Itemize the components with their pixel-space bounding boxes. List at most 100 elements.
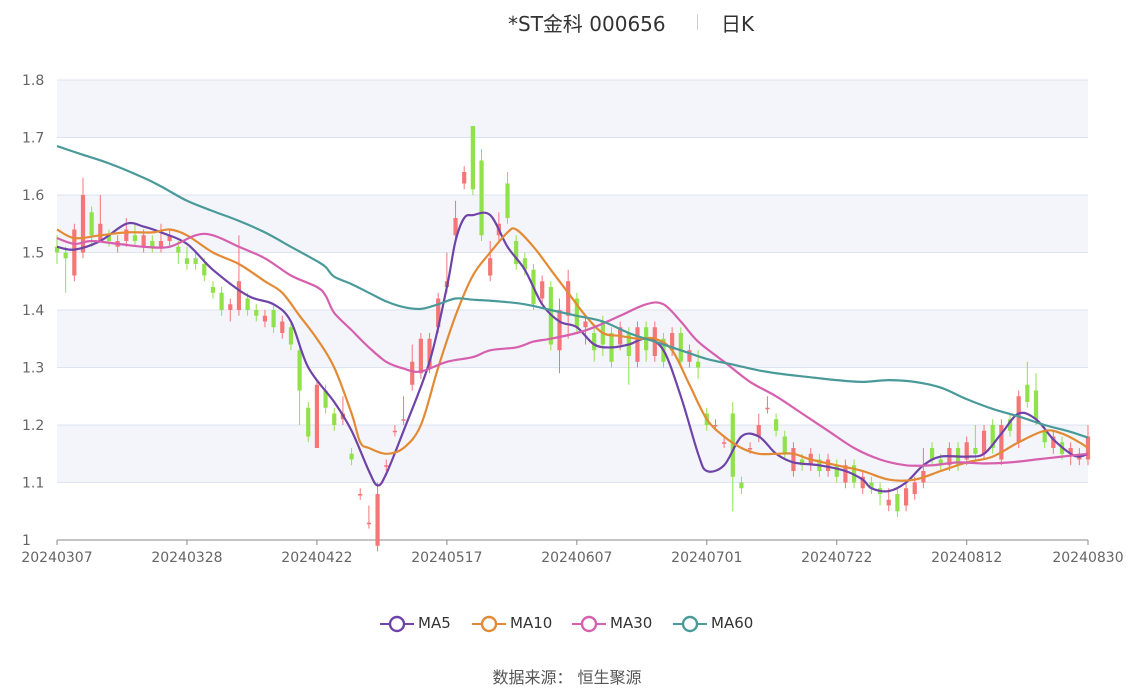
candle-body (132, 235, 138, 241)
candle-body (375, 494, 380, 546)
x-tick-label: 20240422 (281, 550, 352, 566)
legend-marker-ma10 (472, 615, 506, 633)
candle-body (228, 304, 233, 310)
candle-body (401, 419, 406, 421)
candle-body (262, 315, 268, 322)
candle-body (739, 482, 744, 489)
candle-body (1042, 430, 1047, 443)
candle-body (999, 425, 1004, 460)
candle-body (488, 258, 493, 276)
candle-body (219, 292, 224, 310)
candle-body (1025, 384, 1030, 402)
candle-body (124, 229, 129, 241)
candle-body (479, 160, 484, 236)
series-line-ma60 (56, 145, 1089, 439)
candle-body (903, 488, 909, 506)
x-tick-label: 20240607 (541, 550, 612, 566)
candle-body (756, 425, 761, 437)
candle-body (1068, 448, 1073, 454)
candle-body (410, 361, 415, 385)
y-tick-label: 1.1 (22, 476, 44, 492)
candle-body (462, 172, 467, 184)
candle-body (158, 241, 164, 247)
x-tick-label: 20240722 (801, 550, 872, 566)
candle-body (869, 482, 874, 489)
candle-body (782, 436, 787, 454)
candle-body (89, 212, 94, 236)
candle-body (141, 235, 146, 247)
candle-body (184, 258, 190, 264)
candle-body (150, 241, 155, 247)
candle-body (912, 482, 917, 494)
candle-body (1051, 436, 1056, 448)
series-line-ma30 (56, 232, 1089, 467)
candle-body (687, 350, 692, 362)
candle-body (574, 298, 579, 328)
x-tick-label: 20240328 (151, 550, 222, 566)
plot-band (57, 310, 1088, 368)
candle-body (314, 384, 320, 448)
candle-body (1016, 396, 1021, 443)
y-tick-label: 1.4 (22, 303, 44, 319)
candle-body (791, 448, 796, 471)
candle-body (990, 425, 995, 448)
candle-body (288, 327, 294, 345)
candle-body (98, 223, 103, 241)
candle-body (678, 333, 683, 362)
legend-label-ma10: MA10 (510, 614, 553, 632)
candle-body (799, 459, 805, 466)
x-tick-label: 20240701 (671, 550, 742, 566)
data-source: 数据来源： 恒生聚源 (492, 668, 642, 687)
candle-body (176, 246, 181, 253)
candle-body (202, 264, 207, 276)
candle-body (436, 298, 441, 328)
candle-body (392, 430, 397, 433)
candle-body (54, 246, 60, 253)
legend-marker-ma5 (380, 615, 414, 633)
period-label: 日K (721, 12, 755, 36)
candle-body (63, 252, 68, 259)
candle-body (938, 459, 943, 466)
series-line-ma10 (56, 227, 1089, 482)
candle-body (557, 310, 562, 351)
candle-body (193, 258, 198, 264)
y-tick-label: 1 (22, 533, 31, 549)
candle-body (332, 413, 337, 425)
candle-body (843, 465, 848, 483)
legend-marker-ma60 (673, 615, 707, 633)
candle-body (713, 425, 718, 427)
candle-body (964, 442, 969, 460)
candle-body (349, 453, 354, 460)
candle-body (245, 298, 250, 310)
plot-band (57, 80, 1088, 138)
candle-body (418, 338, 423, 374)
y-tick-label: 1.6 (22, 188, 44, 204)
candle-body (722, 442, 727, 444)
candle-body (72, 229, 77, 276)
candle-body (748, 448, 753, 450)
candle-body (236, 281, 242, 310)
candle-body (592, 333, 597, 351)
candle-body (730, 413, 735, 477)
candle-body (566, 281, 571, 316)
y-tick-label: 1.8 (22, 73, 44, 89)
candle-body (306, 407, 311, 437)
x-tick-label: 20240830 (1052, 550, 1123, 566)
candle-body (514, 241, 519, 264)
candle-body (522, 258, 527, 270)
candle-body (167, 235, 172, 241)
candle-body (80, 195, 86, 253)
legend-label-ma30: MA30 (610, 614, 653, 632)
candle-body (323, 390, 328, 408)
candle-body (765, 407, 770, 410)
legend-label-ma5: MA5 (418, 614, 451, 632)
candle-body (929, 448, 935, 460)
candle-body (834, 465, 839, 477)
candle-body (825, 459, 831, 471)
candle-body (505, 183, 510, 218)
candle-body (1033, 390, 1039, 420)
candle-body (297, 350, 302, 391)
candle-body (635, 327, 640, 362)
title-divider (697, 14, 698, 30)
plot-band (57, 195, 1088, 253)
